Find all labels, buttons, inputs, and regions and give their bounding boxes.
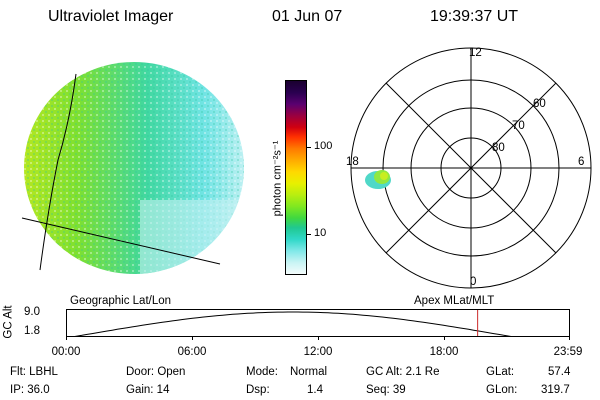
earth-disk-image (21, 62, 244, 274)
colorbar-label-10: 10 (314, 227, 327, 239)
footer-mode-label: Mode: (246, 366, 278, 378)
footer-ip: IP: 36.0 (10, 384, 50, 396)
timeline-tick-2359 (569, 336, 570, 340)
timeline-label-1200: 12:00 (303, 346, 333, 358)
footer-door: Door: Open (126, 366, 186, 378)
altitude-curve (74, 311, 512, 336)
date-label: 01 Jun 07 (272, 8, 343, 25)
lat-label-60: 60 (533, 98, 546, 110)
timeline-label-0600: 06:00 (177, 346, 207, 358)
footer-gc-alt: GC Alt: 2.1 Re (366, 366, 440, 378)
polar-plot (350, 47, 592, 289)
footer-mode-value: Normal (290, 366, 328, 378)
timeline-ylabel: GC Alt (2, 305, 15, 339)
footer-glon-value: 319.7 (541, 384, 570, 396)
footer-glat-label: GLat: (486, 366, 515, 378)
left-panel-label: Geographic Lat/Lon (70, 295, 172, 307)
timeline-tick-1200 (318, 336, 319, 340)
colorbar-tick-100 (307, 147, 311, 148)
right-panel-label: Apex MLat/MLT (414, 295, 495, 307)
mlt-label-6: 6 (578, 156, 585, 168)
timeline-tick-0000 (66, 336, 67, 340)
footer-seq: Seq: 39 (366, 384, 406, 396)
timeline-label-1800: 18:00 (429, 346, 459, 358)
timeline-tick-0600 (192, 336, 193, 340)
timeline-label-0000: 00:00 (51, 346, 81, 358)
footer-gain: Gain: 14 (126, 384, 170, 396)
mlt-label-18: 18 (346, 156, 359, 168)
timeline-ytick-high: 9.0 (24, 306, 40, 318)
timeline-ytick-low: 1.8 (24, 325, 40, 337)
lat-label-80: 80 (492, 142, 505, 154)
timeline-plot (66, 309, 570, 337)
aurora-blob (365, 170, 391, 189)
footer-dsp-label: Dsp: (246, 384, 270, 396)
colorbar-tick-10 (307, 234, 311, 235)
footer-filter: Flt: LBHL (10, 366, 58, 378)
mlt-label-0: 0 (470, 276, 477, 288)
timeline-label-2359: 23:59 (553, 346, 583, 358)
colorbar-unit-label: photon cm⁻²s⁻¹ (271, 140, 284, 217)
footer-glat-value: 57.4 (548, 366, 571, 378)
time-label: 19:39:37 UT (430, 8, 519, 25)
lat-label-70: 70 (512, 120, 525, 132)
footer-glon-label: GLon: (486, 384, 518, 396)
colorbar (285, 80, 307, 275)
colorbar-label-100: 100 (314, 140, 333, 152)
instrument-title: Ultraviolet Imager (48, 8, 174, 25)
timeline-tick-1800 (444, 336, 445, 340)
footer-dsp-value: 1.4 (307, 384, 323, 396)
mlt-label-12: 12 (469, 47, 482, 59)
